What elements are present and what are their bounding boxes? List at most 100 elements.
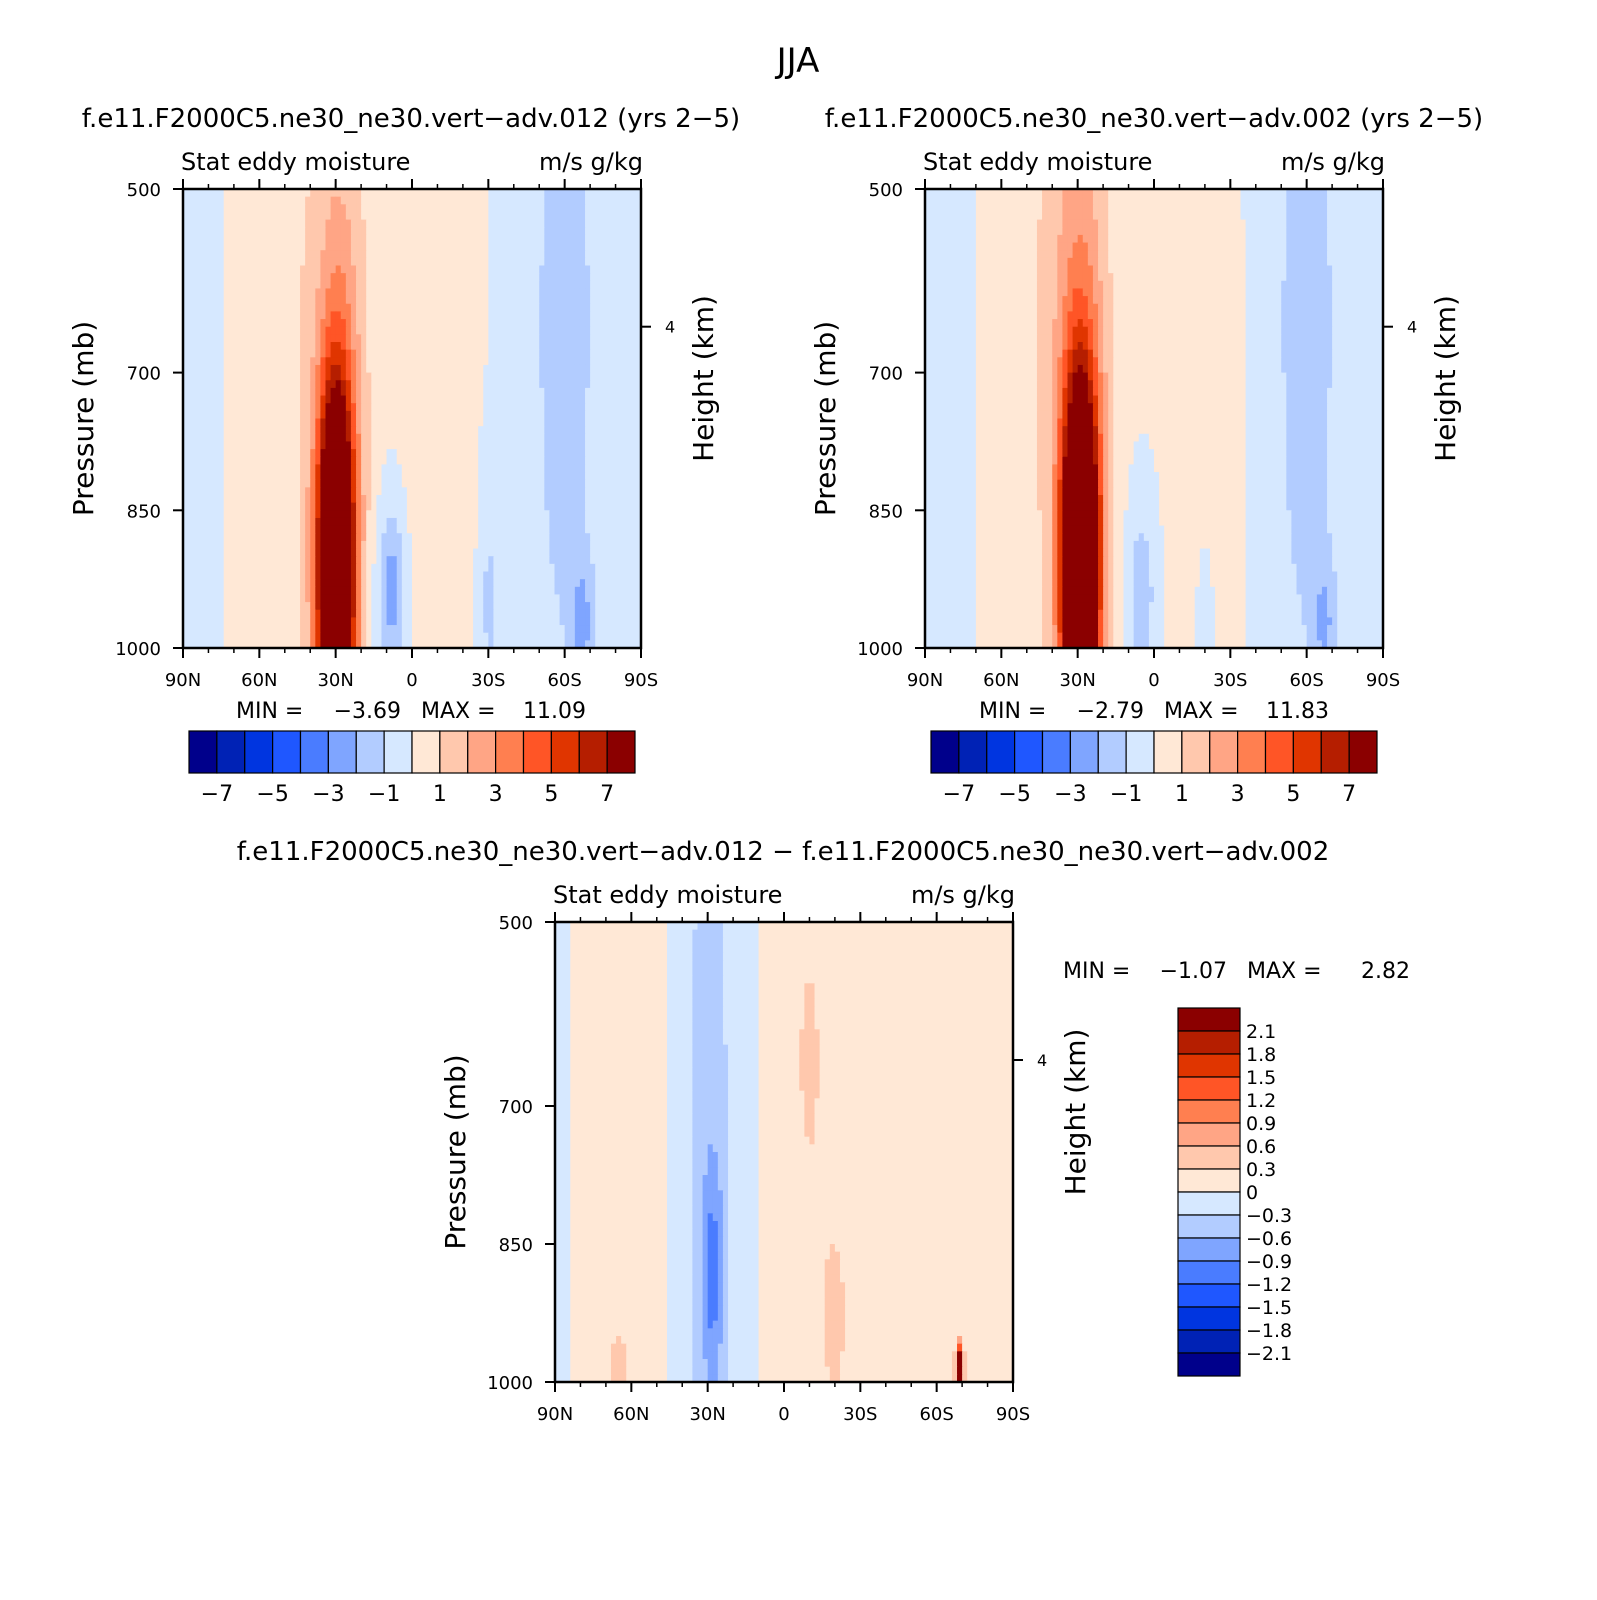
heatmap-cell [462, 517, 469, 527]
heatmap-cell [401, 525, 408, 534]
heatmap-cell [183, 395, 189, 404]
heatmap-cell [320, 288, 327, 297]
heatmap-cell [590, 380, 596, 389]
heatmap-cell [208, 280, 215, 290]
heatmap-cell [600, 548, 606, 557]
heatmap-cell [467, 479, 474, 488]
heatmap-cell [208, 296, 215, 305]
heatmap-cell [559, 364, 566, 374]
heatmap-cell [432, 326, 439, 335]
heatmap-cell [391, 563, 398, 573]
heatmap-cell [549, 464, 556, 473]
heatmap-cell [366, 441, 372, 450]
heatmap-cell [294, 594, 301, 603]
heatmap-cell [238, 257, 245, 267]
heatmap-cell [279, 311, 286, 320]
heatmap-cell [244, 418, 250, 427]
heatmap-cell [513, 410, 520, 420]
heatmap-cell [208, 319, 215, 328]
heatmap-cell [294, 326, 301, 335]
heatmap-cell [254, 326, 260, 335]
heatmap-cell [412, 349, 418, 358]
heatmap-cell [488, 296, 495, 305]
heatmap-cell [183, 387, 189, 397]
heatmap-cell [620, 487, 627, 496]
heatmap-cell [559, 342, 566, 351]
heatmap-cell [335, 296, 342, 305]
heatmap-cell [264, 242, 271, 251]
heatmap-cell [315, 479, 321, 488]
heatmap-cell [213, 609, 220, 618]
heatmap-cell [203, 319, 210, 328]
heatmap-cell [320, 380, 327, 389]
heatmap-cell [452, 265, 459, 274]
heatmap-cell [467, 189, 474, 198]
heatmap-cell [264, 449, 271, 458]
heatmap-cell [193, 196, 199, 205]
heatmap-cell [554, 456, 561, 465]
heatmap-cell [264, 288, 271, 297]
heatmap-cell [564, 196, 571, 205]
heatmap-cell [523, 556, 530, 565]
heatmap-cell [529, 372, 535, 381]
heatmap-cell [412, 326, 418, 335]
heatmap-cell [371, 517, 377, 527]
heatmap-cell [356, 525, 362, 534]
heatmap-cell [300, 556, 306, 565]
heatmap-cell [539, 525, 545, 534]
heatmap-cell [213, 533, 220, 542]
heatmap-cell [529, 563, 535, 573]
heatmap-cell [244, 196, 250, 205]
heatmap-cell [534, 602, 540, 611]
heatmap-cell [401, 357, 408, 366]
heatmap-cell [310, 472, 316, 481]
heatmap-cell [325, 196, 332, 205]
heatmap-cell [198, 410, 204, 420]
heatmap-cell [569, 250, 576, 259]
heatmap-cell [437, 303, 444, 312]
heatmap-cell [381, 571, 388, 580]
heatmap-cell [233, 502, 240, 511]
heatmap-cell [539, 257, 545, 267]
heatmap-cell [335, 479, 342, 488]
heatmap-cell [483, 257, 489, 267]
heatmap-cell [590, 326, 596, 335]
heatmap-cell [478, 357, 484, 366]
heatmap-cell [529, 487, 535, 496]
heatmap-cell [203, 472, 210, 481]
heatmap-cell [539, 234, 545, 244]
heatmap-cell [254, 380, 260, 389]
heatmap-cell [284, 273, 291, 282]
heatmap-cell [350, 380, 357, 389]
heatmap-cell [391, 211, 398, 221]
heatmap-cell [529, 265, 535, 274]
heatmap-cell [340, 380, 347, 389]
heatmap-cell [183, 326, 189, 335]
heatmap-cell [325, 525, 332, 534]
heatmap-cell [554, 319, 561, 328]
heatmap-cell [427, 196, 433, 205]
heatmap-cell [544, 602, 550, 611]
heatmap-cell [401, 403, 408, 412]
heatmap-cell [625, 479, 632, 488]
heatmap-cell [427, 502, 433, 511]
heatmap-cell [208, 380, 215, 389]
heatmap-cell [386, 364, 393, 374]
heatmap-cell [625, 456, 632, 465]
heatmap-cell [457, 326, 464, 335]
heatmap-cell [585, 349, 591, 358]
heatmap-cell [462, 594, 469, 603]
heatmap-cell [564, 204, 571, 213]
heatmap-cell [315, 334, 321, 343]
heatmap-cell [508, 303, 515, 312]
heatmap-cell [498, 594, 505, 603]
heatmap-cell [432, 571, 439, 580]
heatmap-cell [193, 234, 199, 244]
heatmap-cell [442, 364, 449, 374]
heatmap-cell [264, 540, 271, 550]
heatmap-cell [356, 556, 362, 565]
heatmap-cell [605, 364, 612, 374]
heatmap-cell [183, 563, 189, 573]
heatmap-cell [335, 540, 342, 550]
heatmap-cell [523, 227, 530, 236]
